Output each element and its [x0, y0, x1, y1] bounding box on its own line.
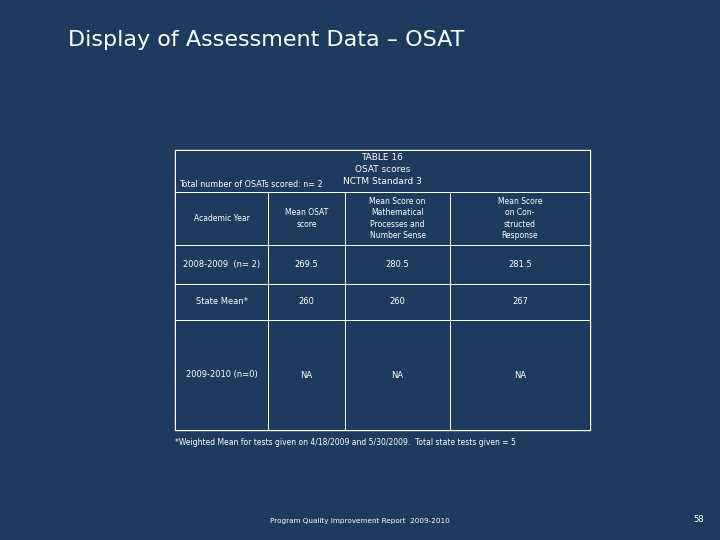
Text: 260: 260: [299, 298, 315, 307]
Text: NCTM Standard 3: NCTM Standard 3: [343, 177, 422, 186]
Bar: [450, 320, 590, 430]
Text: NA: NA: [514, 370, 526, 380]
Text: TABLE 16: TABLE 16: [361, 152, 403, 161]
Text: Program Quality Improvement Report  2009-2010: Program Quality Improvement Report 2009-…: [270, 518, 450, 524]
Text: Mean Score on
Mathematical
Processes and
Number Sense: Mean Score on Mathematical Processes and…: [369, 197, 426, 240]
Bar: [175, 245, 268, 284]
Bar: [345, 284, 450, 320]
Text: 269.5: 269.5: [294, 260, 318, 269]
Text: Academic Year: Academic Year: [194, 214, 249, 223]
Text: 58: 58: [693, 515, 704, 524]
Bar: [268, 284, 345, 320]
Text: Display of Assessment Data – OSAT: Display of Assessment Data – OSAT: [68, 30, 464, 50]
Bar: [450, 284, 590, 320]
Bar: [175, 150, 590, 430]
Bar: [175, 284, 268, 320]
Bar: [175, 150, 590, 192]
Bar: [345, 192, 450, 245]
Text: NA: NA: [300, 370, 312, 380]
Bar: [175, 192, 268, 245]
Text: 267: 267: [512, 298, 528, 307]
Text: OSAT scores: OSAT scores: [355, 165, 410, 173]
Bar: [268, 192, 345, 245]
Bar: [268, 320, 345, 430]
Text: *Weighted Mean for tests given on 4/18/2009 and 5/30/2009.  Total state tests gi: *Weighted Mean for tests given on 4/18/2…: [175, 438, 516, 447]
Text: State Mean*: State Mean*: [196, 298, 248, 307]
Text: 281.5: 281.5: [508, 260, 532, 269]
Text: Mean OSAT
score: Mean OSAT score: [285, 208, 328, 228]
Text: NA: NA: [392, 370, 404, 380]
Text: Mean Score
on Con-
structed
Response: Mean Score on Con- structed Response: [498, 197, 542, 240]
Bar: [345, 320, 450, 430]
Text: Total number of OSATs scored: n= 2: Total number of OSATs scored: n= 2: [179, 180, 323, 189]
Text: 280.5: 280.5: [386, 260, 410, 269]
Bar: [450, 192, 590, 245]
Bar: [175, 320, 268, 430]
Bar: [450, 245, 590, 284]
Text: 2008-2009  (n= 2): 2008-2009 (n= 2): [183, 260, 260, 269]
Bar: [345, 245, 450, 284]
Text: 260: 260: [390, 298, 405, 307]
Bar: [268, 245, 345, 284]
Text: 2009-2010 (n=0): 2009-2010 (n=0): [186, 370, 257, 380]
